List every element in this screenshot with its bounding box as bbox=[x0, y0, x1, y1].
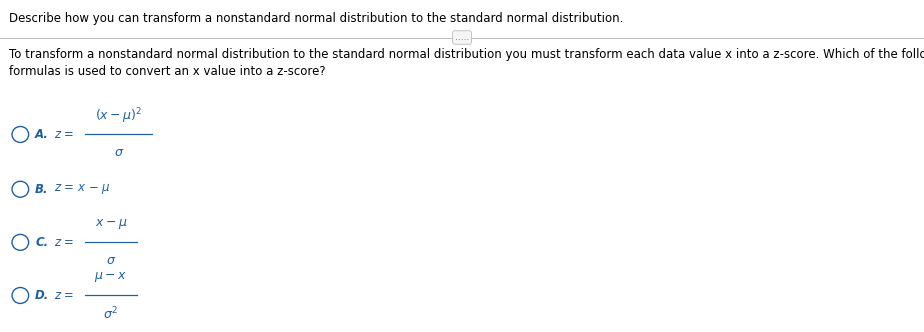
Text: B.: B. bbox=[35, 183, 49, 196]
Text: .....: ..... bbox=[455, 33, 469, 42]
Text: $x-\mu$: $x-\mu$ bbox=[94, 217, 128, 231]
Text: $\sigma^2$: $\sigma^2$ bbox=[103, 305, 118, 322]
Text: $\mu - x$: $\mu - x$ bbox=[94, 270, 128, 284]
Text: A.: A. bbox=[35, 128, 49, 141]
Text: z =: z = bbox=[54, 236, 73, 249]
Text: z = x $-$ $\mu$: z = x $-$ $\mu$ bbox=[54, 182, 110, 196]
Text: z =: z = bbox=[54, 128, 73, 141]
Text: $\sigma$: $\sigma$ bbox=[105, 254, 116, 267]
Text: To transform a nonstandard normal distribution to the standard normal distributi: To transform a nonstandard normal distri… bbox=[9, 48, 924, 61]
Text: Describe how you can transform a nonstandard normal distribution to the standard: Describe how you can transform a nonstan… bbox=[9, 12, 624, 25]
Text: formulas is used to convert an x value into a z-score?: formulas is used to convert an x value i… bbox=[9, 65, 326, 78]
Text: $\sigma$: $\sigma$ bbox=[114, 146, 124, 159]
Text: C.: C. bbox=[35, 236, 48, 249]
Text: D.: D. bbox=[35, 289, 49, 302]
Text: z =: z = bbox=[54, 289, 73, 302]
Text: $(x-\mu)^2$: $(x-\mu)^2$ bbox=[95, 106, 142, 126]
